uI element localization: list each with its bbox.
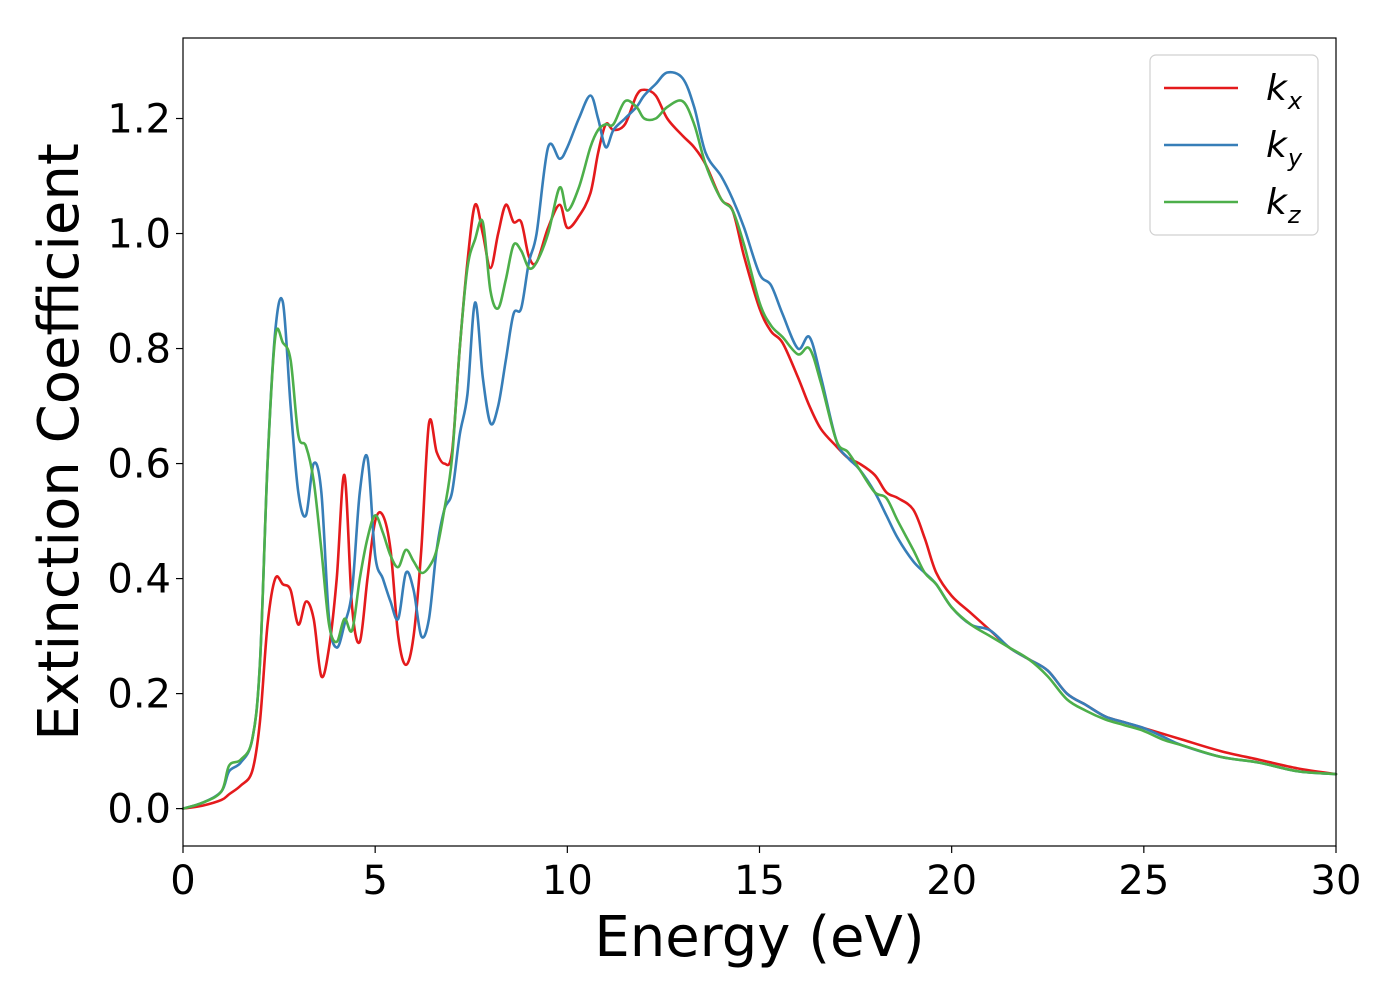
legend-label-y: ky: [1266, 125, 1303, 172]
x-tick-label: 0: [170, 858, 195, 904]
x-axis-title: Energy (eV): [594, 905, 924, 970]
y-axis-title: Extinction Coefficient: [27, 143, 92, 741]
x-tick-label: 25: [1118, 858, 1169, 904]
y-tick-label: 0.4: [107, 557, 171, 603]
y-tick-label: 1.2: [107, 97, 171, 143]
y-tick-label: 0.8: [107, 327, 171, 373]
legend-label-z: kz: [1266, 182, 1302, 229]
y-tick-label: 0.0: [107, 787, 171, 833]
y-tick-label: 1.0: [107, 212, 171, 258]
legend-label-x: kx: [1266, 68, 1303, 115]
series-lines: [181, 70, 1338, 810]
series-line-z: [181, 99, 1338, 810]
x-tick-label: 20: [926, 858, 977, 904]
y-tick-label: 0.6: [107, 442, 171, 488]
y-axis-ticks: 0.0 0.2 0.4 0.6 0.8 1.0 1.2: [107, 97, 183, 833]
x-tick-label: 30: [1311, 858, 1362, 904]
y-tick-label: 0.2: [107, 672, 171, 718]
series-line-x: [181, 88, 1338, 810]
x-axis-ticks: 0 5 10 15 20 25 30: [170, 846, 1361, 904]
legend: kx ky kz: [1149, 54, 1319, 236]
x-tick-label: 10: [542, 858, 593, 904]
x-tick-label: 5: [362, 858, 387, 904]
x-tick-label: 15: [734, 858, 785, 904]
